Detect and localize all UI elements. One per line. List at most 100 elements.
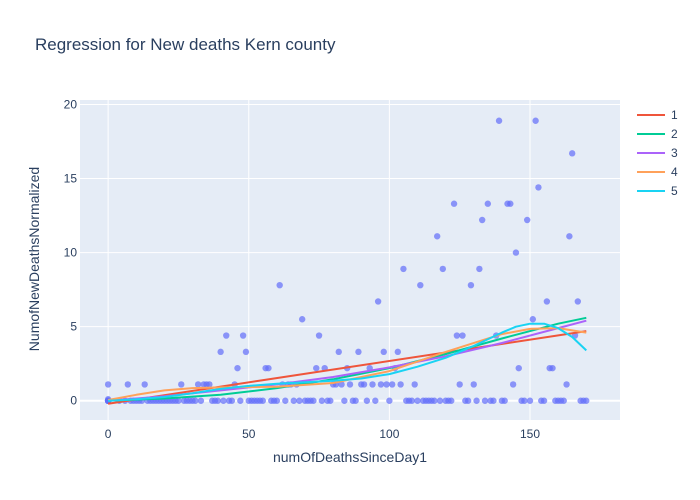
regression-lines: [107, 316, 587, 405]
legend: 1 2 3 4 5: [637, 108, 678, 198]
scatter-point: [549, 364, 556, 372]
x-tick-label: 150: [520, 427, 540, 441]
scatter-point: [223, 332, 230, 339]
scatter-point: [363, 397, 371, 404]
y-axis-ticks: 0 5 10 15 20: [64, 97, 78, 407]
scatter-point: [397, 381, 404, 388]
scatter-point: [400, 265, 407, 273]
scatter-point: [206, 381, 213, 388]
scatter-point: [338, 381, 345, 388]
scatter-point: [346, 381, 354, 388]
scatter-point: [481, 397, 489, 404]
legend-label-2[interactable]: 2: [671, 127, 678, 141]
y-tick-label: 5: [70, 320, 77, 334]
scatter-point: [273, 397, 281, 404]
scatter-point: [374, 298, 382, 305]
scatter-point: [473, 397, 480, 404]
scatter-point: [467, 281, 475, 289]
scatter-point: [360, 381, 368, 388]
scatter-point: [456, 381, 463, 388]
scatter-point: [509, 381, 517, 388]
x-tick-label: 100: [379, 427, 399, 441]
scatter-point: [298, 316, 306, 323]
scatter-point: [197, 397, 205, 404]
scatter-point: [282, 397, 289, 404]
scatter-point: [439, 265, 447, 273]
scatter-point: [484, 200, 492, 207]
scatter-point: [535, 184, 542, 191]
plot-area[interactable]: [80, 100, 620, 420]
scatter-point: [377, 381, 385, 388]
scatter-point: [411, 381, 418, 388]
scatter-point: [194, 381, 202, 388]
scatter-point: [141, 381, 148, 388]
scatter-point: [431, 397, 438, 404]
scatter-point: [259, 397, 267, 404]
scatter-point: [124, 381, 132, 388]
y-axis-title: NumofNewDeathsNormalized: [26, 167, 42, 351]
legend-label-1[interactable]: 1: [671, 108, 678, 122]
scatter-point: [318, 397, 326, 404]
scatter-point: [313, 364, 320, 372]
x-axis-title: numOfDeathsSinceDay1: [273, 449, 427, 465]
scatter-point: [436, 397, 444, 404]
scatter-point: [540, 397, 548, 404]
scatter-point: [470, 381, 477, 388]
x-axis-ticks: 0 50 100 150: [105, 427, 541, 441]
scatter-point: [220, 397, 227, 404]
scatter-point: [417, 281, 424, 289]
series-line-5: [108, 322, 587, 402]
scatter-point: [265, 364, 272, 372]
scatter-point: [175, 397, 182, 404]
scatter-point: [521, 397, 528, 404]
series-line-4: [107, 327, 587, 401]
scatter-point: [386, 397, 393, 404]
scatter-point: [352, 397, 359, 404]
scatter-point: [327, 397, 334, 404]
scatter-point: [372, 397, 379, 404]
scatter-point: [414, 397, 421, 404]
scatter-point: [543, 298, 551, 305]
scatter-point: [310, 397, 317, 404]
series-line-1: [107, 330, 587, 405]
scatter-point: [529, 316, 537, 323]
scatter-point: [380, 348, 387, 356]
scatter-point: [563, 381, 570, 388]
scatter-point: [464, 397, 472, 404]
x-tick-label: 50: [242, 427, 256, 441]
scatter-point: [526, 397, 534, 404]
scatter-point: [192, 397, 199, 404]
scatter-point: [237, 397, 244, 404]
scatter-point: [495, 117, 503, 124]
chart-title: Regression for New deaths Kern county: [35, 35, 336, 54]
scatter-point: [276, 281, 283, 289]
scatter-point: [388, 381, 396, 388]
legend-label-5[interactable]: 5: [671, 184, 678, 198]
scatter-point: [178, 381, 185, 388]
y-tick-label: 10: [64, 246, 78, 260]
scatter-point: [394, 348, 402, 356]
scatter-point: [478, 216, 486, 224]
scatter-point: [239, 332, 247, 339]
scatter-point: [476, 265, 483, 273]
legend-label-3[interactable]: 3: [671, 146, 678, 160]
scatter-point: [355, 348, 362, 356]
series-line-2: [108, 316, 587, 402]
scatter-point: [450, 200, 458, 207]
x-tick-label: 0: [105, 427, 112, 441]
scatter-point: [383, 381, 390, 388]
scatter-point: [335, 348, 342, 356]
scatter-point: [214, 397, 222, 404]
scatter-point: [315, 332, 323, 339]
scatter-point: [459, 332, 466, 339]
legend-label-4[interactable]: 4: [671, 165, 678, 179]
scatter-point: [490, 397, 497, 404]
scatter-point: [453, 332, 461, 339]
scatter-point: [507, 200, 514, 207]
y-tick-label: 20: [64, 97, 78, 111]
scatter-point: [104, 381, 112, 388]
scatter-point: [433, 233, 441, 240]
scatter-point: [242, 348, 250, 356]
scatter-point: [523, 216, 531, 224]
